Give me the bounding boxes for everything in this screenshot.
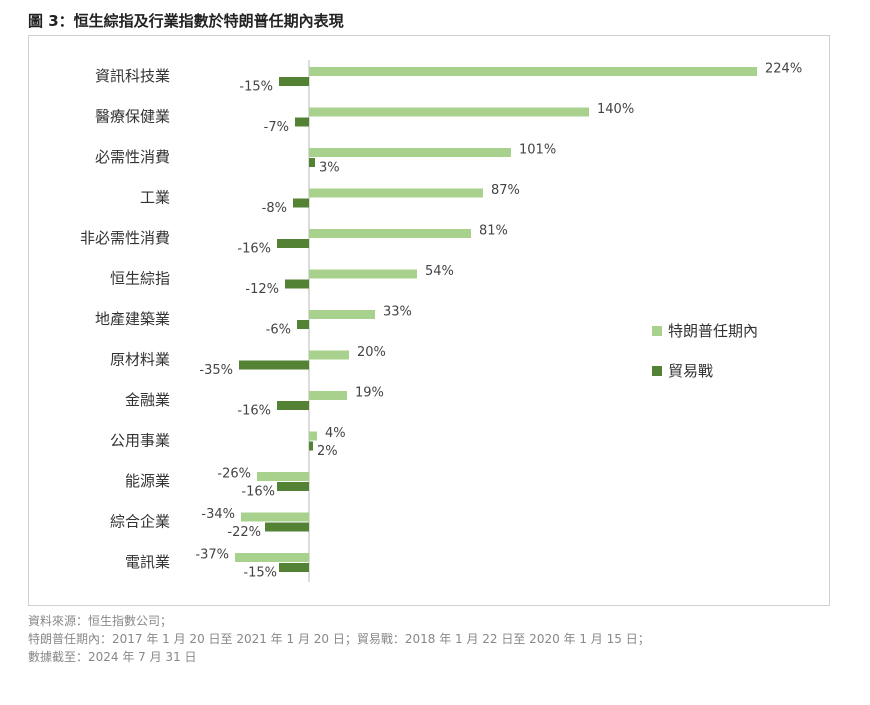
category-label: 能源業 <box>125 472 170 490</box>
data-label: 87% <box>491 183 520 198</box>
data-label: 101% <box>519 143 556 158</box>
category-label: 恒生綜指 <box>110 270 170 288</box>
data-label: 54% <box>425 264 454 279</box>
notes: 資料來源：恒生指數公司； 特朗普任期內：2017 年 1 月 20 日至 202… <box>28 612 650 666</box>
legend-swatch <box>652 366 662 376</box>
data-label: 140% <box>597 102 634 117</box>
bar-trade-war <box>265 522 309 532</box>
chart-frame <box>28 35 830 606</box>
bar-trump-term <box>309 148 511 157</box>
data-label: -6% <box>266 323 291 338</box>
bar-trade-war <box>239 360 309 370</box>
data-label: -16% <box>241 485 275 500</box>
bar-trump-term <box>309 229 471 238</box>
data-label: 224% <box>765 62 802 77</box>
data-label: -15% <box>239 80 273 95</box>
data-label: 20% <box>357 345 386 360</box>
bar-trade-war <box>285 279 309 289</box>
data-label: -35% <box>199 363 233 378</box>
data-label: -22% <box>227 525 261 540</box>
category-label: 必需性消費 <box>95 148 170 166</box>
bar-trade-war <box>277 401 309 410</box>
data-label: -8% <box>262 201 287 216</box>
bar-trade-war <box>293 198 309 208</box>
data-label: -15% <box>243 566 277 581</box>
bar-trade-war <box>309 158 315 167</box>
legend-label: 貿易戰 <box>668 362 713 380</box>
bar-trade-war <box>309 441 313 451</box>
category-label: 地產建築業 <box>95 310 170 328</box>
bar-trump-term <box>309 310 375 319</box>
bar-trade-war <box>295 117 309 127</box>
bar-trump-term <box>241 512 309 522</box>
data-label: -16% <box>237 404 271 419</box>
legend-label: 特朗普任期內 <box>668 322 758 340</box>
data-label: 19% <box>355 386 384 401</box>
bar-trump-term <box>309 188 483 198</box>
bar-trump-term <box>309 431 317 441</box>
category-label: 公用事業 <box>110 432 170 450</box>
category-label: 資訊科技業 <box>95 67 170 85</box>
bar-trade-war <box>277 239 309 248</box>
note-date: 數據截至：2024 年 7 月 31 日 <box>28 650 197 664</box>
bar-trump-term <box>309 350 349 360</box>
note-periods: 特朗普任期內：2017 年 1 月 20 日至 2021 年 1 月 20 日；… <box>28 632 650 646</box>
category-label: 原材料業 <box>110 351 170 369</box>
bar-trump-term <box>309 269 417 279</box>
category-label: 綜合企業 <box>110 513 170 531</box>
bar-trump-term <box>309 391 347 400</box>
category-label: 電訊業 <box>125 553 170 571</box>
data-label: -7% <box>264 120 289 135</box>
data-label: 4% <box>325 426 346 441</box>
legend-swatch <box>652 326 662 336</box>
bar-trump-term <box>257 472 309 481</box>
figure-title: 圖 3：恒生綜指及行業指數於特朗普任期內表現 <box>28 12 344 30</box>
data-label: -12% <box>245 282 279 297</box>
bar-trade-war <box>297 320 309 329</box>
data-label: -16% <box>237 242 271 257</box>
category-label: 工業 <box>140 189 170 207</box>
data-label: -37% <box>195 548 229 563</box>
data-label: 33% <box>383 305 412 320</box>
category-label: 醫療保健業 <box>95 108 170 126</box>
data-label: 81% <box>479 224 508 239</box>
data-label: -26% <box>217 467 251 482</box>
data-label: 3% <box>319 161 340 176</box>
bar-trump-term <box>309 67 757 76</box>
bar-trade-war <box>279 77 309 86</box>
note-source: 資料來源：恒生指數公司； <box>28 614 173 628</box>
category-label: 非必需性消費 <box>80 229 170 247</box>
bar-trade-war <box>279 563 309 572</box>
bar-trump-term <box>309 107 589 117</box>
bar-trump-term <box>235 553 309 562</box>
category-label: 金融業 <box>125 391 170 409</box>
data-label: -34% <box>201 507 235 522</box>
data-label: 2% <box>317 444 338 459</box>
bar-trade-war <box>277 482 309 491</box>
